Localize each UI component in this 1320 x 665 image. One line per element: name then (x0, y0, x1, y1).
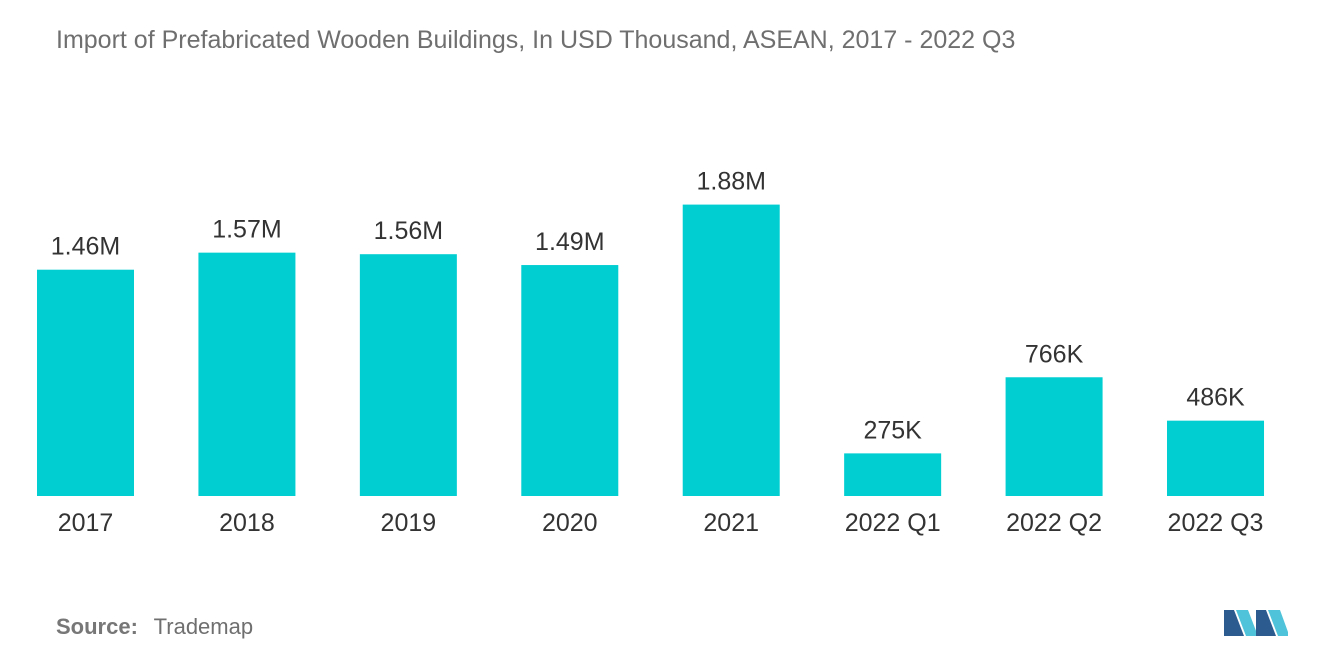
bar-2019 (359, 254, 457, 496)
bar-chart: 1.46M 1.57M 1.56M 1.49M 1.88M 275K 766K 486K 20… (37, 168, 1265, 537)
logo-shape-2 (1236, 610, 1258, 636)
value-labels-group: 1.46M 1.57M 1.56M 1.49M 1.88M 275K 766K 486K (51, 168, 1245, 445)
source-label: Source: (56, 614, 138, 639)
category-label: 2017 (58, 509, 114, 537)
value-label: 1.57M (212, 216, 281, 244)
bars-group (37, 204, 1265, 496)
category-label: 2022 Q2 (1006, 509, 1102, 537)
category-label: 2019 (381, 509, 437, 537)
category-label: 2018 (219, 509, 275, 537)
bar-2022-q3 (1167, 420, 1265, 496)
value-label: 1.88M (696, 168, 765, 196)
bar-2021 (682, 204, 780, 496)
category-labels-group: 2017 2018 2019 2020 2021 2022 Q1 2022 Q2 2022 Q… (58, 509, 1264, 537)
mordor-intelligence-logo-icon (1224, 610, 1288, 636)
logo-shape-4 (1268, 610, 1288, 636)
bar-2020 (521, 265, 619, 496)
value-label: 1.46M (51, 233, 120, 261)
category-label: 2022 Q1 (845, 509, 941, 537)
value-label: 486K (1186, 384, 1245, 412)
value-label: 1.56M (374, 217, 443, 245)
bar-2022-q1 (844, 453, 942, 496)
bar-2017 (37, 269, 134, 496)
category-label: 2021 (703, 509, 759, 537)
source-value: Trademap (153, 614, 254, 639)
value-label: 275K (863, 416, 922, 444)
value-label: 1.49M (535, 228, 604, 256)
chart-title: Import of Prefabricated Wooden Buildings… (56, 26, 1016, 54)
category-label: 2022 Q3 (1168, 509, 1264, 537)
logo-shape-1 (1224, 610, 1244, 636)
source-note: Source: Trademap (56, 614, 253, 640)
logo-shape-3 (1256, 610, 1276, 636)
value-label: 766K (1025, 340, 1084, 368)
category-label: 2020 (542, 509, 598, 537)
bar-2022-q2 (1005, 377, 1103, 496)
bar-2018 (198, 252, 296, 496)
